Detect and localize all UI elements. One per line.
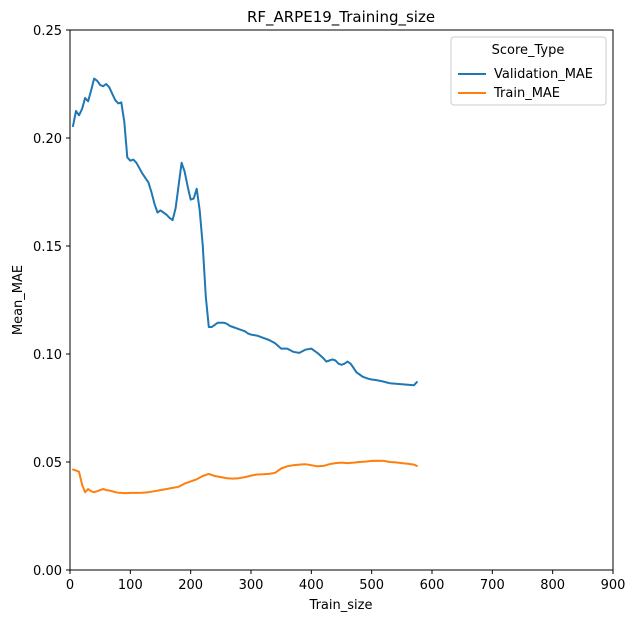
y-axis-label: Mean_MAE [11,265,26,335]
legend-box [450,36,607,106]
x-tick-label: 500 [359,578,384,593]
y-tick-label: 0.20 [33,132,62,147]
x-tick-label: 200 [178,578,203,593]
x-axis-label: Train_size [309,598,373,613]
series-line-train-mae [72,459,418,495]
chart-title: RF_ARPE19_Training_size [247,8,435,27]
plot-frame [69,29,614,571]
y-tick-label: 0.10 [33,348,62,363]
y-tick-label: 0.15 [33,240,62,255]
legend-title: Score_Type [492,43,565,58]
x-tick-label: 100 [118,578,143,593]
x-tick-label: 900 [601,578,626,593]
x-tick-label: 600 [420,578,445,593]
legend-label-validation: Validation_MAE [494,67,593,82]
legend-label-train: Train_MAE [493,86,560,101]
y-tick-label: 0.00 [33,564,62,579]
x-tick-label: 400 [299,578,324,593]
series-line-validation-mae [72,77,418,387]
x-axis: 0 100 200 300 400 500 600 700 800 900 [66,570,626,593]
y-axis: 0.00 0.05 0.10 0.15 0.20 0.25 [33,24,70,579]
x-tick-label: 800 [540,578,565,593]
legend: Score_Type Validation_MAE Train_MAE [450,36,607,106]
y-tick-label: 0.05 [33,456,62,471]
x-tick-label: 700 [480,578,505,593]
x-tick-label: 300 [239,578,264,593]
y-tick-label: 0.25 [33,24,62,39]
x-tick-label: 0 [66,578,74,593]
series-lines [72,77,418,495]
